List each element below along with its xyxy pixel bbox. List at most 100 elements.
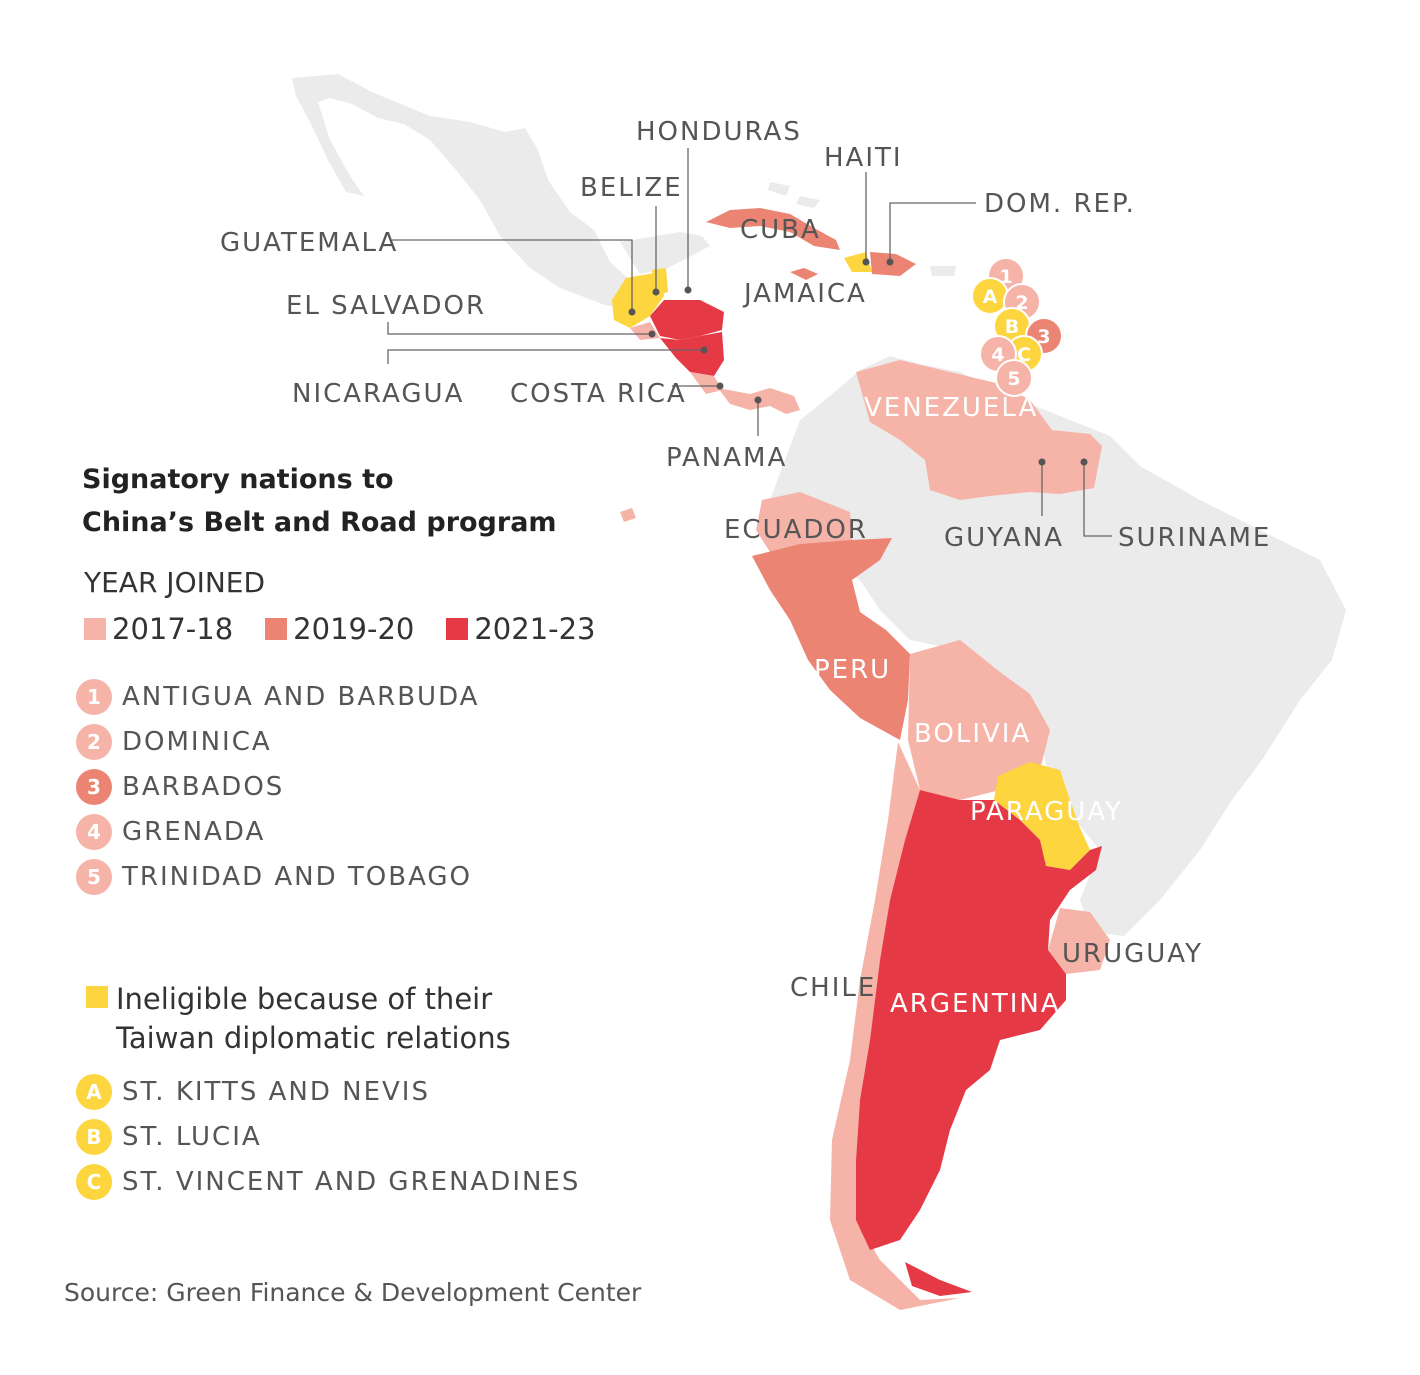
badge-4: 4 <box>979 335 1017 373</box>
svg-text:5: 5 <box>1007 368 1020 390</box>
leader-dom-rep <box>889 202 976 262</box>
period-label: 2019-20 <box>293 612 415 646</box>
label-honduras: HONDURAS <box>636 117 802 147</box>
legend-ineligible: Ineligible because of their Taiwan diplo… <box>86 980 511 1058</box>
label-bolivia: BOLIVIA <box>914 719 1031 749</box>
label-peru: PERU <box>814 655 891 685</box>
leader-el-salvador <box>387 322 652 335</box>
badge-icon: C <box>76 1163 112 1200</box>
region-haiti <box>844 252 872 272</box>
badge-5: 5 <box>995 359 1033 397</box>
region-dom-rep <box>870 252 916 276</box>
label-cuba: CUBA <box>740 215 821 245</box>
legend-subtitle: YEAR JOINED <box>84 566 266 599</box>
label-costa-rica: COSTA RICA <box>510 379 687 409</box>
label-ecuador: ECUADOR <box>724 515 868 545</box>
region-chile <box>830 742 960 1310</box>
land-bahamas <box>768 182 820 208</box>
badge-icon: 4 <box>76 813 112 850</box>
leader-guatemala <box>392 239 633 312</box>
badge-icon: 3 <box>76 768 112 805</box>
label-guatemala: GUATEMALA <box>220 228 398 258</box>
list-item-label: GRENADA <box>122 816 266 847</box>
list-item: 4 GRENADA <box>76 809 479 854</box>
land-yucatan <box>620 232 710 274</box>
swatch-2017-18 <box>84 618 106 640</box>
region-peru <box>752 538 910 740</box>
label-chile: CHILE <box>790 973 876 1003</box>
legend-lettered-list: A ST. KITTS AND NEVIS B ST. LUCIA C ST. … <box>76 1069 580 1204</box>
period-label: 2017-18 <box>112 612 234 646</box>
dot-honduras <box>684 286 692 294</box>
legend-title: Signatory nations to China’s Belt and Ro… <box>82 458 582 544</box>
label-haiti: HAITI <box>824 143 903 173</box>
badge-icon: 1 <box>76 678 112 715</box>
legend-title-line2: China’s Belt and Road program <box>82 507 557 538</box>
dot-panama <box>754 396 762 404</box>
label-belize: BELIZE <box>580 173 683 203</box>
dot-belize <box>652 288 660 296</box>
label-jamaica: JAMAICA <box>742 279 867 309</box>
region-cuba <box>706 208 840 250</box>
list-item: C ST. VINCENT AND GRENADINES <box>76 1159 580 1204</box>
land-mexico <box>292 74 640 310</box>
badge-icon: 5 <box>76 858 112 895</box>
badge-icon: A <box>76 1073 112 1110</box>
legend-title-line1: Signatory nations to <box>82 464 394 495</box>
list-item-label: ST. VINCENT AND GRENADINES <box>122 1166 581 1197</box>
badge-icon: B <box>76 1118 112 1155</box>
label-uruguay: URUGUAY <box>1062 939 1203 969</box>
dot-nicaragua <box>700 346 708 354</box>
badge-a: A <box>971 277 1009 315</box>
legend-period-2017-18: 2017-18 <box>84 612 233 646</box>
list-item-label: ANTIGUA AND BARBUDA <box>122 681 480 712</box>
list-item-label: BARBADOS <box>122 771 285 802</box>
source-note: Source: Green Finance & Development Cent… <box>64 1278 642 1307</box>
region-honduras <box>650 300 724 340</box>
swatch-2021-23 <box>446 618 469 640</box>
region-tierra-del-fuego <box>905 1262 972 1296</box>
dot-dom-rep <box>886 258 894 266</box>
region-jamaica <box>790 268 818 280</box>
label-el-salvador: EL SALVADOR <box>286 291 486 321</box>
label-nicaragua: NICARAGUA <box>292 379 464 409</box>
ineligible-line2: Taiwan diplomatic relations <box>116 1021 511 1055</box>
svg-text:A: A <box>983 286 998 308</box>
swatch-2019-20 <box>265 618 288 640</box>
ineligible-text: Ineligible because of their Taiwan diplo… <box>116 980 511 1058</box>
land-puerto-rico <box>930 266 956 276</box>
list-item: 5 TRINIDAD AND TOBAGO <box>76 854 479 899</box>
label-guyana: GUYANA <box>944 523 1064 553</box>
dot-costa-rica <box>716 382 724 390</box>
ineligible-line1: Ineligible because of their <box>116 982 493 1016</box>
swatch-ineligible <box>86 986 108 1008</box>
region-bolivia <box>908 640 1050 800</box>
legend-periods: 2017-18 2019-20 2021-23 <box>84 612 596 646</box>
list-item-label: ST. KITTS AND NEVIS <box>122 1076 430 1107</box>
leader-nicaragua <box>387 349 704 364</box>
dot-guyana <box>1038 458 1046 466</box>
list-item: 1 ANTIGUA AND BARBUDA <box>76 674 479 719</box>
legend-period-2019-20: 2019-20 <box>265 612 414 646</box>
period-label: 2021-23 <box>474 612 596 646</box>
svg-text:4: 4 <box>991 344 1004 366</box>
region-argentina <box>856 790 1102 1250</box>
dot-suriname <box>1080 458 1088 466</box>
region-costa-rica <box>690 372 722 394</box>
land-south-america <box>770 356 1346 936</box>
dot-guatemala <box>628 308 636 316</box>
label-argentina: ARGENTINA <box>890 989 1061 1019</box>
label-venezuela: VENEZUELA <box>864 393 1038 423</box>
land-galapagos <box>620 508 636 522</box>
list-item: 2 DOMINICA <box>76 719 479 764</box>
leader-suriname <box>1083 462 1112 537</box>
svg-text:B: B <box>1005 316 1019 338</box>
list-item: 3 BARBADOS <box>76 764 479 809</box>
list-item-label: TRINIDAD AND TOBAGO <box>122 861 473 892</box>
legend-period-2021-23: 2021-23 <box>446 612 596 646</box>
list-item: A ST. KITTS AND NEVIS <box>76 1069 580 1114</box>
region-ecuador <box>756 492 852 552</box>
region-paraguay <box>994 762 1090 870</box>
dot-el-salvador <box>648 330 656 338</box>
